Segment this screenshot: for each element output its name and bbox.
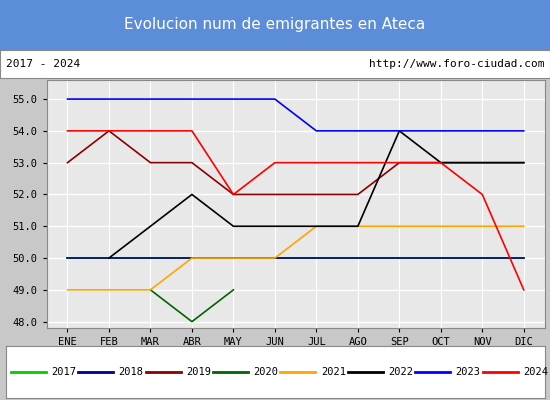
Text: http://www.foro-ciudad.com: http://www.foro-ciudad.com: [369, 59, 544, 69]
Text: 2023: 2023: [455, 367, 481, 377]
Text: 2022: 2022: [388, 367, 413, 377]
Text: 2019: 2019: [186, 367, 211, 377]
Text: 2020: 2020: [254, 367, 278, 377]
Text: 2017: 2017: [51, 367, 76, 377]
Text: 2017 - 2024: 2017 - 2024: [6, 59, 80, 69]
Text: 2021: 2021: [321, 367, 346, 377]
Text: Evolucion num de emigrantes en Ateca: Evolucion num de emigrantes en Ateca: [124, 18, 426, 32]
Text: 2024: 2024: [523, 367, 548, 377]
Text: 2018: 2018: [119, 367, 144, 377]
